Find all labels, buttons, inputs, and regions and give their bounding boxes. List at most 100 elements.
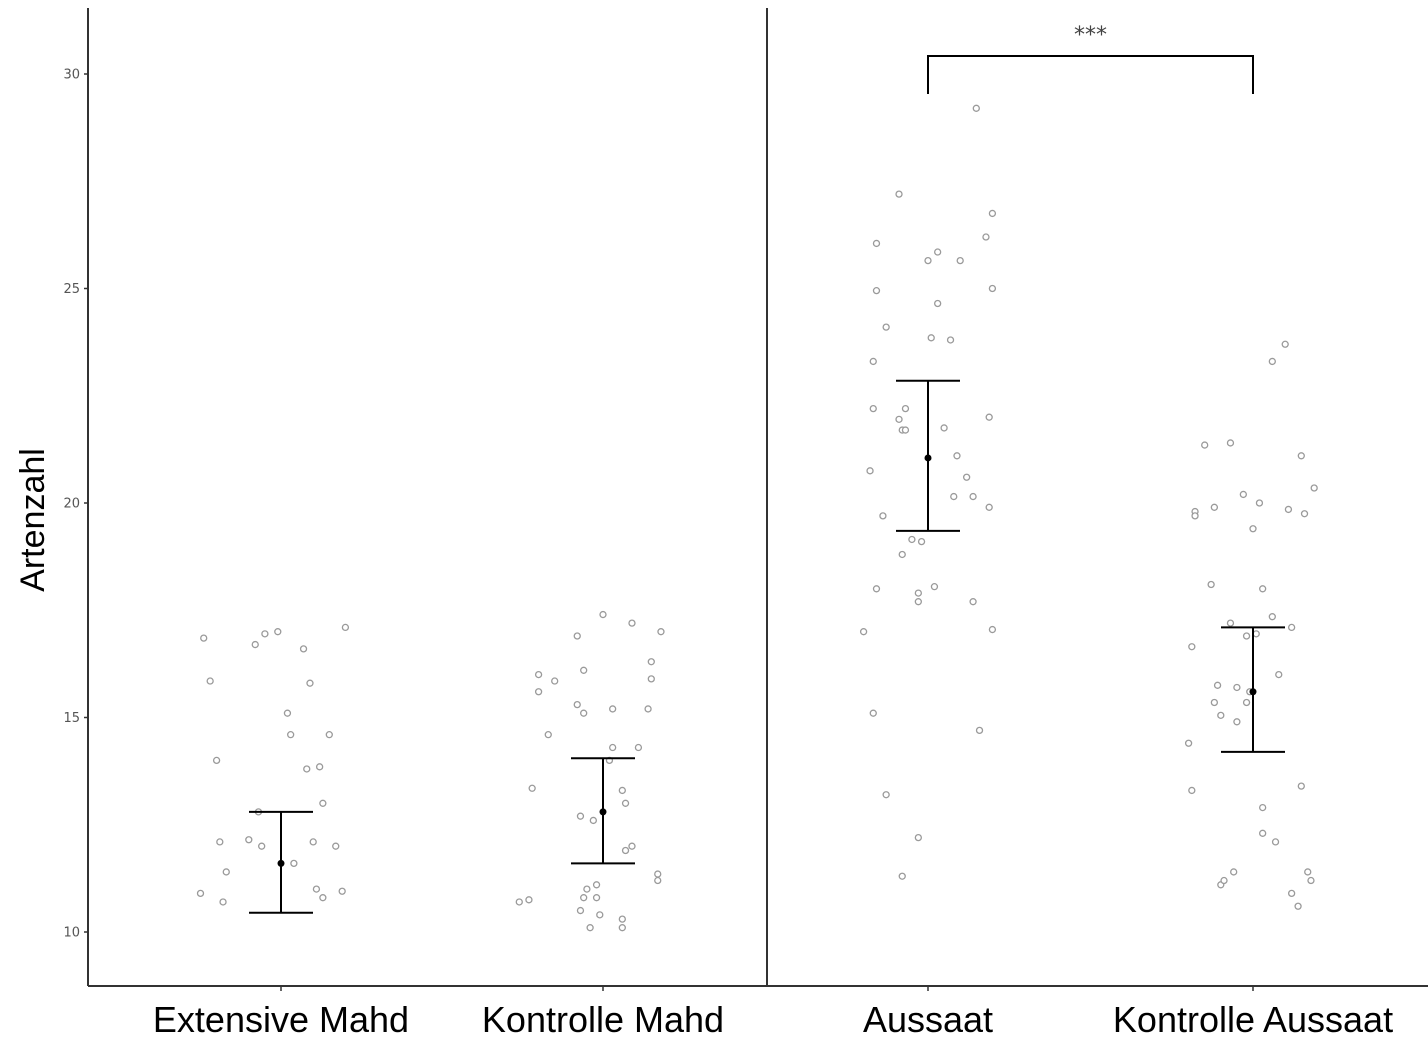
data-point: [1297, 452, 1305, 460]
data-point: [1210, 503, 1219, 511]
data-point: [1191, 512, 1199, 520]
data-point: [325, 731, 333, 739]
data-point: [1184, 739, 1193, 747]
data-point: [245, 836, 253, 844]
data-point: [1307, 876, 1315, 885]
mean-point: [277, 859, 285, 867]
mean-point: [1249, 688, 1257, 696]
x-tick-label: Kontrolle Aussaat: [1113, 999, 1393, 1038]
data-point: [1294, 902, 1302, 910]
data-point: [872, 286, 881, 295]
data-point: [515, 898, 523, 906]
data-point: [261, 630, 269, 638]
x-tick-label: Aussaat: [863, 999, 993, 1038]
data-point: [879, 512, 887, 520]
data-point: [1226, 619, 1235, 627]
data-point: [950, 492, 958, 501]
y-tick-label: 25: [63, 282, 80, 297]
y-tick-label: 20: [63, 497, 80, 512]
data-point: [869, 709, 877, 717]
data-point: [1287, 889, 1296, 898]
data-point: [654, 870, 662, 878]
data-point: [528, 784, 536, 792]
data-point: [618, 924, 626, 932]
data-point: [1242, 698, 1251, 707]
data-point: [306, 679, 314, 687]
x-tick-label: Extensive Mahd: [153, 999, 409, 1038]
data-point: [634, 743, 643, 752]
data-point: [573, 700, 581, 709]
data-point: [927, 334, 935, 342]
data-point: [628, 842, 636, 850]
data-point: [332, 842, 340, 850]
mean-point: [599, 808, 607, 816]
data-point: [1300, 510, 1309, 518]
data-point: [1281, 340, 1289, 348]
data-point: [1226, 439, 1235, 447]
data-point: [319, 894, 327, 902]
data-point: [200, 634, 208, 642]
data-point: [338, 887, 346, 895]
data-point: [1297, 782, 1305, 790]
data-point: [1242, 632, 1251, 640]
data-point: [196, 889, 205, 898]
data-point: [287, 731, 295, 739]
data-point: [972, 104, 980, 112]
data-point: [988, 284, 997, 293]
data-point: [657, 628, 665, 636]
x-tick-label: Kontrolle Mahd: [482, 999, 724, 1038]
data-point: [580, 666, 588, 674]
data-point: [914, 833, 922, 842]
data-point: [592, 894, 601, 902]
data-point: [534, 688, 543, 696]
y-axis-label: Artenzahl: [14, 448, 52, 592]
data-point: [283, 709, 292, 717]
data-point: [1213, 681, 1222, 689]
data-point: [589, 816, 597, 825]
data-point: [914, 589, 922, 597]
data-point: [1268, 613, 1276, 621]
data-point: [969, 492, 977, 501]
data-point: [1220, 876, 1228, 885]
data-point: [969, 598, 977, 606]
data-point: [908, 535, 916, 544]
data-point: [592, 881, 601, 889]
data-point: [898, 550, 906, 559]
y-axis-ticks: 10 15 20 25 30: [63, 68, 88, 941]
data-point: [985, 503, 993, 511]
data-point: [859, 628, 868, 636]
data-point: [309, 838, 317, 846]
data-point: [609, 743, 617, 752]
data-point: [206, 677, 214, 685]
data-point: [621, 846, 630, 855]
data-point: [898, 872, 906, 880]
data-point: [586, 924, 594, 932]
data-point: [924, 256, 932, 265]
data-point: [341, 623, 350, 632]
data-point: [1304, 868, 1312, 876]
data-point: [901, 426, 910, 434]
y-tick-label: 15: [63, 711, 80, 726]
data-point: [303, 765, 311, 773]
data-point: [934, 248, 942, 256]
data-point: [628, 619, 636, 627]
data-point: [599, 610, 607, 619]
data-point: [1210, 698, 1219, 707]
data-point: [274, 628, 282, 636]
data-point: [319, 799, 327, 807]
data-point: [216, 838, 224, 846]
data-point: [988, 209, 997, 218]
data-point: [988, 625, 997, 634]
data-point: [534, 670, 543, 679]
data-point: [985, 413, 993, 421]
data-point: [1188, 786, 1196, 795]
data-point: [219, 898, 227, 906]
data-point: [647, 658, 655, 666]
data-point: [1275, 670, 1283, 679]
data-point: [940, 424, 948, 432]
significance-bracket: ***: [927, 23, 1254, 94]
mean-point: [924, 454, 932, 462]
data-point: [869, 404, 877, 413]
data-point: [953, 452, 961, 460]
